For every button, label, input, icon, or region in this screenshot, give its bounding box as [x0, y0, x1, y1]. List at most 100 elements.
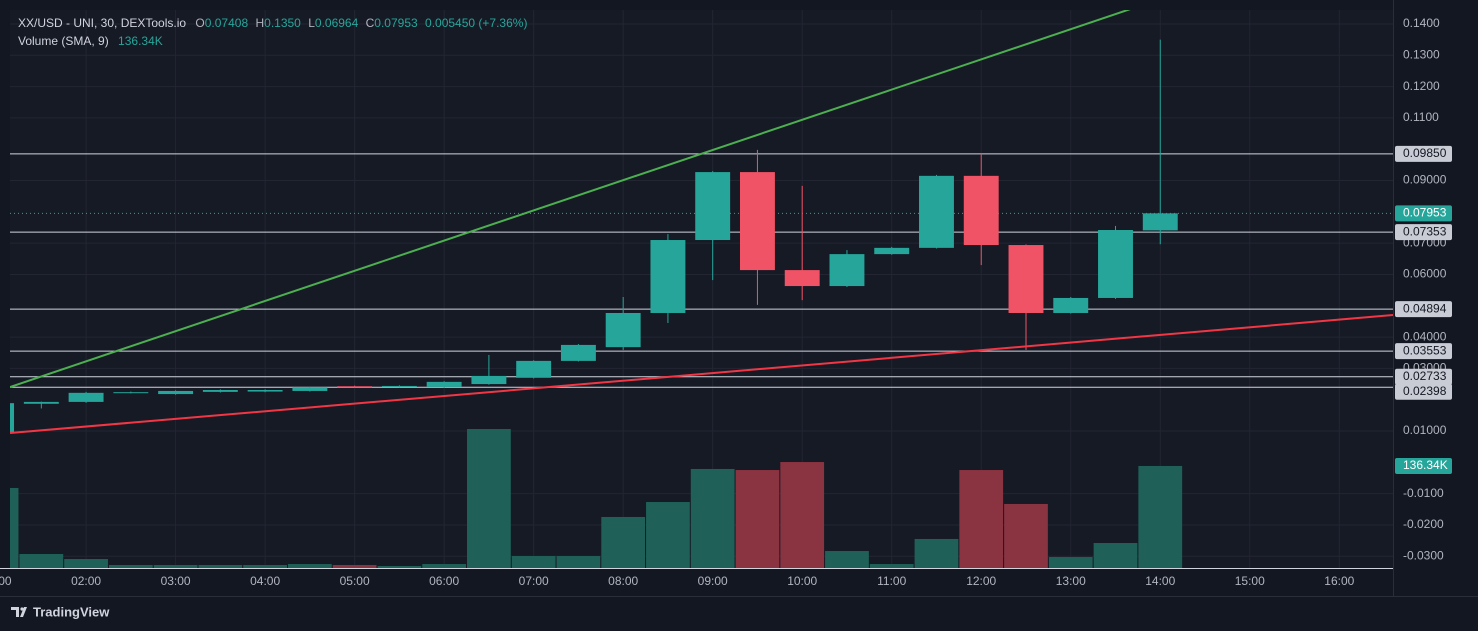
x-tick-label: 15:00 [1235, 574, 1265, 588]
volume-bar [511, 556, 556, 568]
x-tick-label: 07:00 [519, 574, 549, 588]
volume-bar [108, 565, 153, 568]
x-tick-label: 11:00 [877, 574, 906, 588]
candle-body [1008, 245, 1044, 313]
volume-bar [64, 559, 108, 568]
y-tick-label: -0.0300 [1403, 548, 1444, 562]
volume-bar [243, 565, 287, 568]
y-tick-label: 0.09000 [1403, 173, 1447, 187]
trendline [10, 314, 1393, 435]
x-tick-label: 08:00 [608, 574, 638, 588]
ohlc-value: 0.07408 [205, 16, 249, 30]
candle-body [113, 392, 149, 394]
level-label-box [1395, 343, 1452, 360]
candle-body [471, 375, 507, 385]
ohlc-value: 0.1350 [264, 16, 301, 30]
volume-pane [10, 429, 1183, 568]
volume-bar [422, 564, 467, 568]
volume-bar [467, 429, 511, 568]
x-tick-label: 09:00 [698, 574, 728, 588]
y-tick-label: 0.1400 [1403, 16, 1440, 30]
candle-body [381, 385, 417, 387]
volume-bar [556, 556, 601, 568]
footer-logo: TradingView [11, 604, 110, 619]
level-label: 0.09850 [1403, 146, 1447, 160]
axes: 0.14000.13000.12000.11000.090000.070000.… [0, 16, 1452, 588]
volume-bar [1048, 557, 1093, 568]
level-label-box [1395, 383, 1452, 400]
level-label: 0.07353 [1403, 224, 1447, 238]
level-label-box [1395, 224, 1452, 241]
candle-body [1053, 297, 1089, 313]
candle-body [605, 312, 641, 348]
symbol: XX/USD - UNI, 30, DEXTools.io [18, 16, 186, 30]
level-label: 0.02398 [1403, 384, 1447, 398]
candle-body [739, 172, 775, 271]
candle-body [516, 360, 552, 378]
trendline [10, 10, 1131, 388]
volume-bar [1004, 503, 1048, 568]
volume-label: 136.34K [1403, 458, 1448, 472]
candle-body [829, 254, 865, 287]
volume-bar [198, 565, 243, 568]
y-tick-label: 0.1200 [1403, 79, 1440, 93]
y-tick-label: -0.0200 [1403, 517, 1444, 531]
ohlc-key: C [366, 16, 375, 30]
candle-body [695, 172, 731, 241]
ohlc-value: 0.07953 [374, 16, 418, 30]
x-tick-label: 02:00 [71, 574, 101, 588]
y-tick-label: -0.0100 [1403, 486, 1444, 500]
volume-bar [914, 538, 959, 568]
volume-bar [735, 470, 780, 568]
x-tick-label: 06:00 [429, 574, 459, 588]
volume-bar [780, 462, 825, 568]
candle-body [247, 390, 283, 392]
level-label-box [1395, 368, 1452, 385]
volume-label-box [1395, 457, 1452, 474]
volume-value: 136.34K [118, 34, 163, 48]
level-label: 0.04894 [1403, 301, 1447, 315]
candle-body [337, 386, 373, 388]
logo-dot [20, 607, 24, 611]
volume-bar [825, 551, 869, 568]
x-tick-label: 13:00 [1056, 574, 1086, 588]
trendlines [10, 10, 1393, 435]
y-tick-label: 0.01000 [1403, 423, 1447, 437]
candle-body [426, 381, 462, 387]
volume-bar [19, 554, 64, 568]
candle-body [202, 390, 238, 392]
candle-body [68, 392, 104, 402]
candle-body [874, 247, 910, 255]
ohlc-key: L [308, 16, 315, 30]
candle-body [10, 403, 15, 433]
legend-line: XX/USD - UNI, 30, DEXTools.io O0.07408 H… [18, 16, 527, 30]
volume-bar [646, 502, 690, 568]
x-tick-label: 01:00 [0, 574, 12, 588]
y-tick-label: 0.06000 [1403, 267, 1447, 281]
volume-legend: Volume (SMA, 9) 136.34K [18, 34, 163, 48]
candle-body [158, 390, 194, 395]
ohlc-key: H [255, 16, 264, 30]
x-tick-label: 16:00 [1324, 574, 1354, 588]
volume-bar [601, 516, 646, 568]
brand: TradingView [33, 604, 110, 619]
x-tick-label: 12:00 [966, 574, 996, 588]
y-tick-label: 0.1300 [1403, 47, 1440, 61]
y-tick-label: 0.04000 [1403, 329, 1447, 343]
candle-body [23, 401, 59, 404]
candle-body [560, 344, 596, 361]
level-label-box [1395, 301, 1452, 318]
level-label: 0.03553 [1403, 343, 1447, 357]
candle-body [784, 270, 820, 287]
volume-bar [287, 564, 332, 568]
candles [10, 39, 1178, 433]
x-tick-label: 05:00 [340, 574, 370, 588]
volume-bar [690, 468, 735, 568]
volume-bar [959, 470, 1004, 568]
level-label: 0.02733 [1403, 369, 1447, 383]
x-tick-label: 04:00 [250, 574, 280, 588]
ohlc-key: O [195, 16, 204, 30]
volume-bar [332, 565, 377, 568]
volume-bar [1093, 543, 1138, 568]
